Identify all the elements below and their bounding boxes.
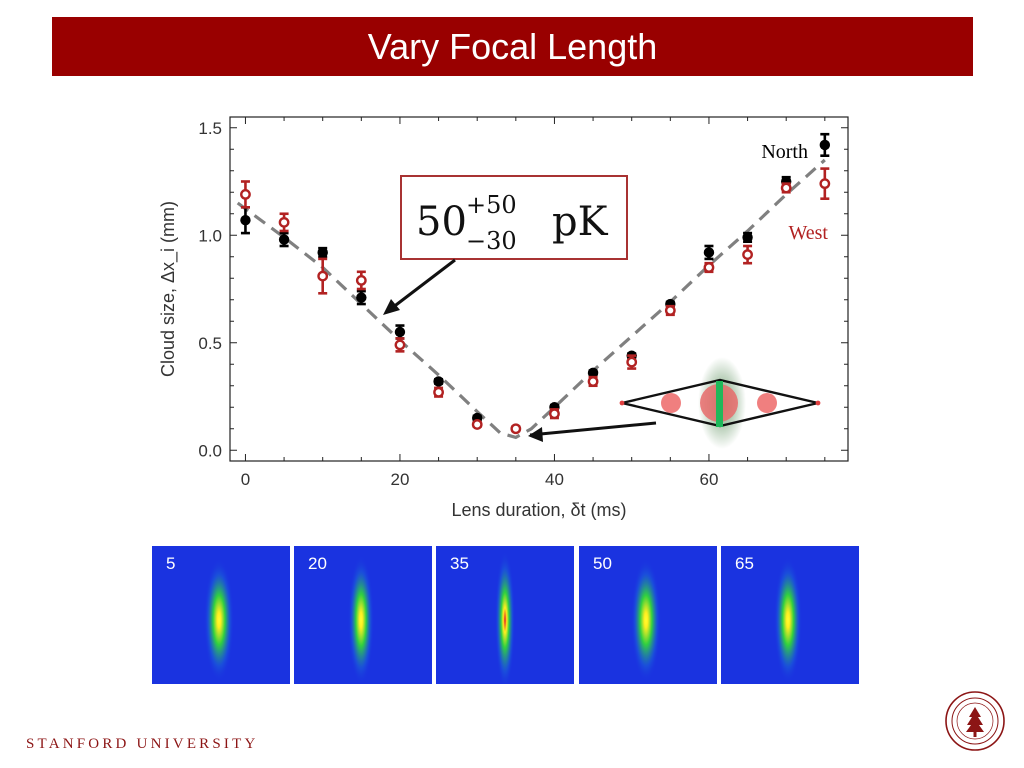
y-tick-label: 0.5 bbox=[198, 334, 222, 353]
lens-schematic bbox=[528, 357, 821, 449]
data-point bbox=[433, 376, 444, 387]
data-point bbox=[278, 216, 290, 228]
cloud-size-chart: 0 20 40 60 0.0 0.5 1.0 1.5 Lens duration, δt (ms… bbox=[158, 116, 849, 520]
data-point bbox=[394, 339, 406, 351]
absorption-images: 5 20 35 50 65 bbox=[152, 546, 859, 684]
stanford-seal-icon bbox=[945, 691, 1005, 751]
image-point bbox=[815, 400, 821, 406]
absorption-image: 35 bbox=[436, 546, 574, 684]
legend-north: North bbox=[761, 141, 808, 163]
data-point bbox=[587, 367, 599, 379]
absorption-image: 5 bbox=[152, 546, 290, 684]
title-bar: Vary Focal Length bbox=[52, 17, 973, 76]
data-point bbox=[703, 262, 715, 273]
y-tick-label: 1.0 bbox=[198, 226, 222, 245]
series-north bbox=[240, 132, 831, 424]
data-point bbox=[819, 178, 831, 190]
data-point bbox=[278, 234, 290, 245]
cloud-image bbox=[721, 546, 859, 684]
ticks bbox=[230, 117, 848, 461]
cloud-image bbox=[579, 546, 717, 684]
image-time-label: 35 bbox=[450, 554, 469, 573]
data-point bbox=[240, 189, 251, 200]
absorption-image: 20 bbox=[294, 546, 432, 684]
annotation-upper: +50 bbox=[466, 191, 517, 219]
minimum-arrow bbox=[529, 421, 657, 437]
data-point bbox=[317, 270, 329, 282]
annotation-arrow bbox=[391, 258, 456, 310]
cloud-image bbox=[436, 546, 574, 684]
y-axis-label: Cloud size, Δx_i (mm) bbox=[158, 201, 179, 377]
atom-cloud-right bbox=[757, 393, 777, 413]
absorption-image: 50 bbox=[579, 546, 717, 684]
annotation-unit: pK bbox=[552, 199, 609, 245]
data-point bbox=[549, 408, 560, 420]
data-point bbox=[433, 386, 444, 398]
annotation-box bbox=[400, 175, 628, 260]
x-tick-label: 40 bbox=[545, 470, 564, 489]
data-point bbox=[317, 247, 328, 258]
data-point bbox=[394, 326, 406, 338]
x-tick-label: 60 bbox=[699, 470, 718, 489]
data-point bbox=[780, 182, 792, 194]
x-tick-label: 20 bbox=[390, 470, 409, 489]
annotation-lower: −30 bbox=[466, 227, 517, 255]
data-point bbox=[240, 215, 251, 226]
annotation-arrowhead bbox=[383, 299, 400, 315]
data-point bbox=[587, 376, 599, 387]
data-point bbox=[626, 356, 638, 368]
minimum-arrowhead bbox=[528, 427, 543, 442]
data-point bbox=[356, 292, 367, 303]
footer-brand: STANFORD UNIVERSITY bbox=[26, 736, 259, 752]
x-axis-label: Lens duration, δt (ms) bbox=[451, 500, 626, 520]
cloud-image bbox=[294, 546, 432, 684]
atom-cloud-left bbox=[661, 393, 681, 413]
series-west bbox=[240, 167, 831, 435]
legend-west: West bbox=[789, 222, 829, 244]
y-tick-label: 1.5 bbox=[198, 119, 222, 138]
fit-curve bbox=[236, 158, 826, 440]
data-point bbox=[742, 249, 753, 261]
data-point bbox=[510, 423, 522, 435]
image-time-label: 65 bbox=[735, 554, 754, 573]
data-point bbox=[355, 274, 367, 286]
data-point bbox=[471, 419, 483, 430]
y-tick-label: 0.0 bbox=[198, 441, 222, 460]
image-time-label: 20 bbox=[308, 554, 327, 573]
data-point bbox=[742, 232, 753, 243]
image-time-label: 50 bbox=[593, 554, 612, 573]
x-tick-label: 0 bbox=[241, 470, 250, 489]
image-time-label: 5 bbox=[166, 554, 176, 573]
annotation-base: 50 bbox=[416, 199, 467, 245]
temperature-annotation: 50 +50 −30 pK bbox=[383, 175, 628, 315]
absorption-image: 65 bbox=[721, 546, 859, 684]
data-point bbox=[703, 247, 715, 258]
source-point bbox=[619, 400, 625, 406]
lens-element bbox=[716, 381, 723, 427]
slide-title: Vary Focal Length bbox=[367, 25, 658, 67]
cloud-image bbox=[152, 546, 290, 684]
data-point bbox=[664, 305, 676, 316]
data-point bbox=[819, 139, 831, 151]
